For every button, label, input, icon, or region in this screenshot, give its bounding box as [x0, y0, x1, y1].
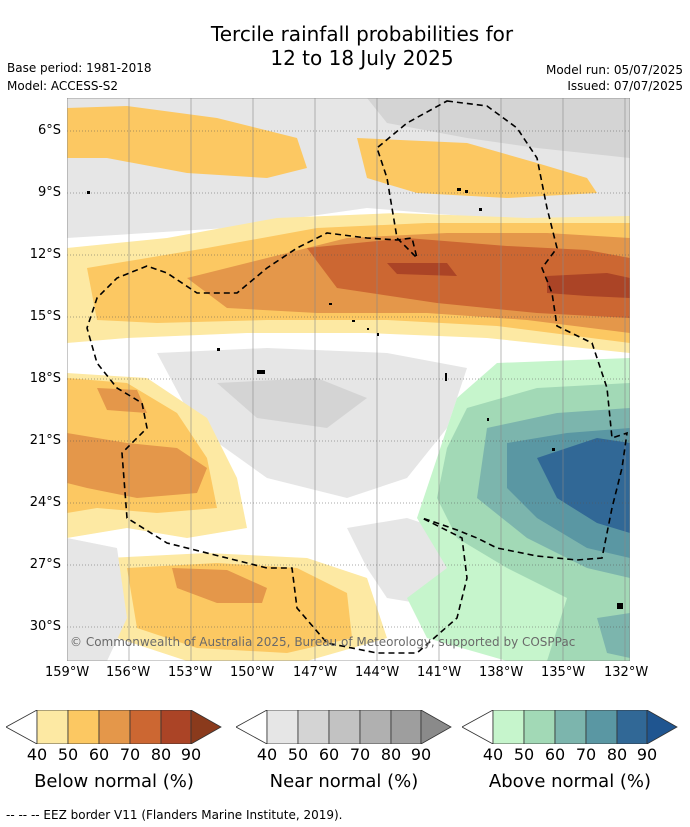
lon-label: 132°W	[604, 665, 649, 680]
colorbar-arrow-left	[461, 709, 494, 745]
lat-label: 15°S	[29, 309, 61, 324]
lon-label: 138°W	[479, 665, 524, 680]
lon-label: 150°W	[230, 665, 275, 680]
above-normal-region	[597, 613, 630, 658]
lon-label: 153°W	[168, 665, 213, 680]
lon-label: 144°W	[355, 665, 400, 680]
near-normal-region	[367, 98, 630, 158]
colorbar-near-normal	[235, 709, 452, 745]
base-period: Base period: 1981-2018	[7, 61, 152, 75]
colorbar-arrow-right	[646, 709, 678, 745]
lon-label: 159°W	[45, 665, 90, 680]
cbar-tick: 80	[380, 745, 402, 764]
cbar-tick: 60	[88, 745, 110, 764]
above-normal-region	[537, 438, 630, 533]
lat-label: 24°S	[29, 495, 61, 510]
cbar-tick: 50	[57, 745, 79, 764]
issued-date: Issued: 07/07/2025	[567, 79, 683, 93]
lat-label: 6°S	[37, 123, 61, 138]
cbar-tick: 70	[349, 745, 371, 764]
below-normal-region	[67, 433, 207, 498]
colorbar-below-normal	[5, 709, 222, 745]
cbar-tick: 40	[26, 745, 48, 764]
below-normal-region	[172, 568, 267, 603]
near-normal-region	[217, 378, 367, 428]
cbar-tick: 60	[544, 745, 566, 764]
cbar-tick: 40	[482, 745, 504, 764]
map-title: Tercile rainfall probabilities for 12 to…	[0, 22, 690, 70]
colorbar-arrow-right	[420, 709, 452, 745]
title-line-1: Tercile rainfall probabilities for	[210, 22, 514, 46]
grid-lines-vertical	[67, 98, 626, 661]
probability-map: © Commonwealth of Australia 2025, Bureau…	[67, 98, 630, 661]
cbar-tick: 80	[606, 745, 628, 764]
cbar-tick: 80	[150, 745, 172, 764]
lon-label: 135°W	[541, 665, 586, 680]
colorbar-arrow-left	[235, 709, 268, 745]
cbar-tick: 50	[287, 745, 309, 764]
cbar-tick: 90	[410, 745, 432, 764]
cbar-tick: 50	[513, 745, 535, 764]
below-normal-region	[67, 106, 307, 178]
colorbar-above-title: Above normal (%)	[488, 771, 652, 792]
below-normal-region	[547, 273, 630, 298]
colorbar-arrow-right	[190, 709, 222, 745]
below-normal-region	[307, 238, 630, 318]
eez-note: -- -- -- EEZ border V11 (Flanders Marine…	[6, 808, 343, 822]
model-run: Model run: 05/07/2025	[545, 63, 683, 77]
model-name: Model: ACCESS-S2	[7, 79, 119, 93]
colorbar-arrow-left	[5, 709, 38, 745]
grid-lines	[67, 130, 630, 628]
cbar-tick: 90	[636, 745, 658, 764]
cbar-tick: 90	[180, 745, 202, 764]
lat-label: 9°S	[37, 185, 61, 200]
lat-label: 12°S	[29, 247, 61, 262]
below-normal-region	[97, 388, 147, 413]
lon-label: 147°W	[293, 665, 338, 680]
below-normal-region	[357, 138, 597, 198]
cbar-tick: 70	[119, 745, 141, 764]
colorbar-near-title: Near normal (%)	[269, 771, 419, 792]
below-normal-region	[387, 263, 457, 276]
lat-label: 18°S	[29, 371, 61, 386]
colorbar-above-normal	[461, 709, 678, 745]
lon-label: 156°W	[106, 665, 151, 680]
cbar-tick: 40	[256, 745, 278, 764]
colorbar-below-title: Below normal (%)	[34, 771, 194, 792]
lat-label: 21°S	[29, 433, 61, 448]
lat-label: 30°S	[29, 619, 61, 634]
lon-label: 141°W	[417, 665, 462, 680]
eez-border	[86, 100, 628, 654]
near-normal-region	[67, 538, 127, 661]
lat-label: 27°S	[29, 557, 61, 572]
copyright-text: © Commonwealth of Australia 2025, Bureau…	[70, 635, 575, 649]
cbar-tick: 60	[318, 745, 340, 764]
island-markers	[87, 188, 623, 609]
cbar-tick: 70	[575, 745, 597, 764]
title-line-2: 12 to 18 July 2025	[270, 46, 454, 70]
